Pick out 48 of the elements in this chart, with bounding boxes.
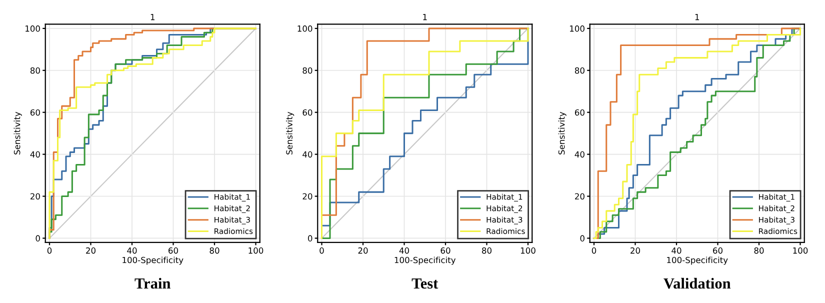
x-tick-label: 0	[320, 247, 324, 254]
x-tick-label: 20	[86, 247, 96, 254]
x-tick-label: 60	[168, 247, 178, 254]
y-tick-label: 40	[574, 151, 584, 158]
text: Validation	[664, 278, 731, 289]
y-tick-label: 60	[302, 109, 312, 116]
x-tick-label: 40	[399, 247, 409, 254]
y-tick-label: 0	[580, 235, 584, 242]
y-tick-label: 20	[302, 193, 312, 200]
y-tick-label: 60	[574, 109, 584, 116]
x-tick-label: 60	[440, 247, 450, 254]
x-tick-label: 20	[358, 247, 368, 254]
y-tick-label: 60	[30, 109, 40, 116]
x-tick-label: 100	[520, 247, 536, 254]
y-axis-title: Sensitivity	[14, 112, 22, 154]
x-axis-title: 100-Specificity	[122, 256, 184, 265]
y-tick-label: 100	[298, 25, 312, 32]
y-tick-label: 40	[302, 151, 312, 158]
text: Test	[412, 278, 438, 289]
y-tick-label: 0	[36, 235, 40, 242]
y-tick-label: 20	[575, 193, 584, 200]
y-tick-label: 40	[30, 151, 40, 158]
x-tick-label: 60	[713, 247, 722, 254]
x-tick-label: 80	[482, 247, 492, 254]
x-tick-label: 100	[248, 247, 264, 254]
y-axis-title: Sensitivity	[286, 112, 294, 154]
y-tick-label: 100	[26, 25, 40, 32]
y-tick-label: 80	[30, 67, 40, 74]
chart-title: 1	[695, 14, 700, 20]
x-tick-label: 20	[630, 247, 640, 254]
x-tick-label: 80	[210, 247, 220, 254]
chart-title: 1	[423, 14, 427, 20]
x-axis-title: 100-Specificity	[394, 256, 456, 265]
y-axis-title: Sensitivity	[558, 112, 566, 154]
x-tick-label: 40	[672, 247, 682, 254]
y-tick-label: 20	[30, 193, 40, 200]
text: Train	[134, 278, 171, 289]
chart-title: 1	[150, 14, 155, 20]
y-tick-label: 80	[574, 67, 584, 74]
x-tick-label: 0	[592, 247, 596, 254]
y-tick-label: 0	[308, 235, 312, 242]
x-tick-label: 0	[47, 247, 52, 254]
y-tick-label: 100	[570, 25, 584, 32]
x-axis-title: 100-Specificity	[667, 256, 728, 265]
x-tick-label: 100	[793, 247, 808, 254]
x-tick-label: 40	[127, 247, 137, 254]
x-tick-label: 80	[754, 247, 764, 254]
y-tick-label: 80	[302, 67, 312, 74]
